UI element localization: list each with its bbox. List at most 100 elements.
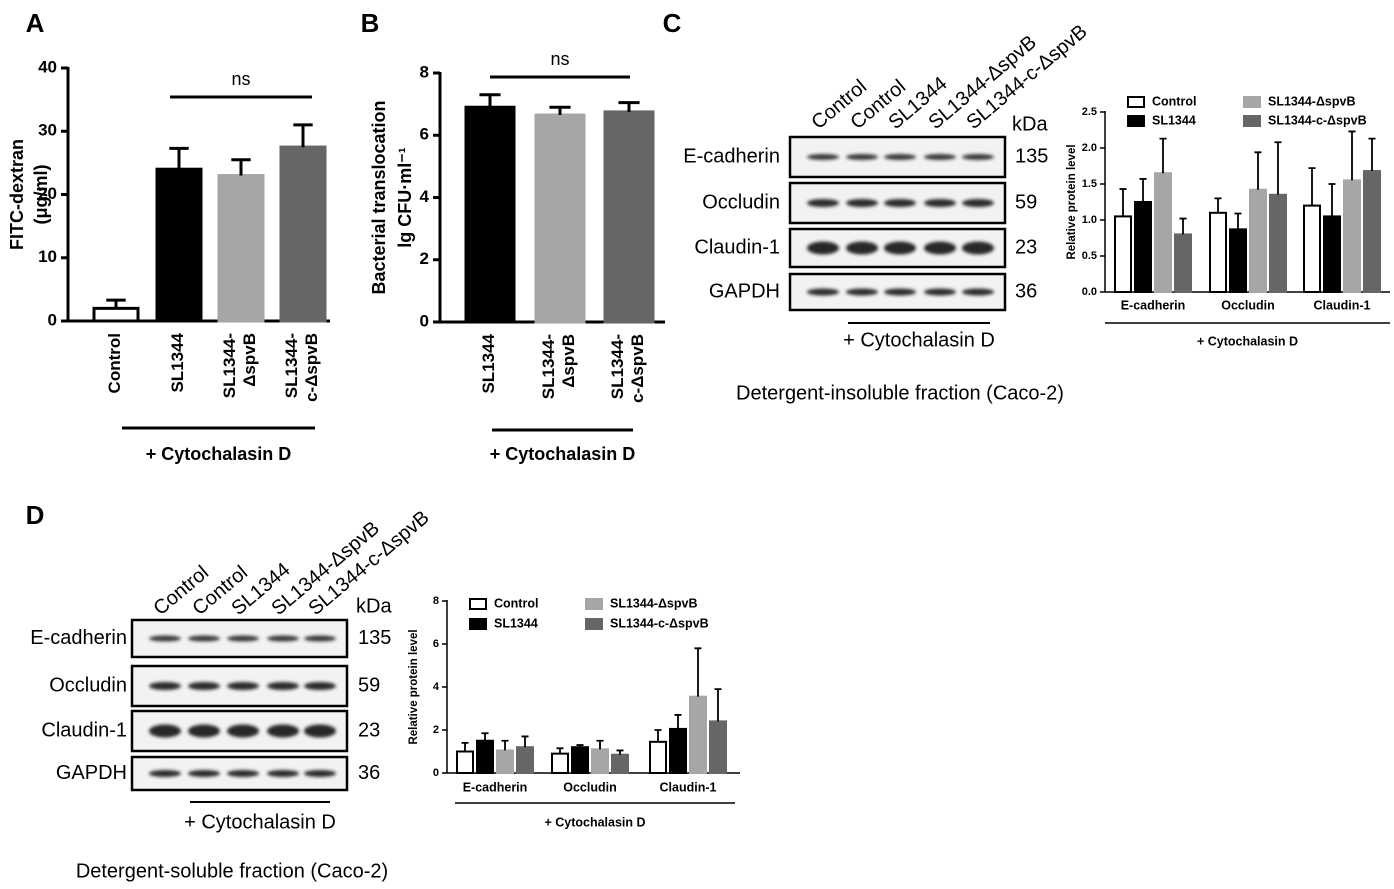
legend-label: SL1344-c-ΔspvB [1268,113,1367,127]
x-tick-label: Occludin [1221,298,1274,312]
blot-band [304,682,336,690]
blot-band [267,724,299,738]
blot-band [846,199,878,207]
error-bar [694,647,702,697]
y-tick-label: 2.5 [1082,106,1097,118]
error-bar [1368,137,1376,172]
bar [1134,201,1152,293]
blot-band [807,199,839,207]
x-tick-label: Occludin [563,780,616,794]
panel-label: C [663,8,682,38]
blot-band [227,770,259,777]
bar [1174,233,1192,293]
bar [217,174,265,323]
error-bar [501,739,509,751]
annotation: ns [231,69,250,89]
caption: Detergent-soluble fraction (Caco-2) [76,860,388,882]
unit-label: kDa [356,595,392,617]
legend-label: SL1344-ΔspvB [610,596,698,610]
band-kda: 36 [358,762,380,784]
band-kda: 59 [1015,191,1037,213]
bar [1269,193,1287,293]
y-axis-label: lg CFU·ml⁻¹ [395,147,415,248]
x-tick-label: Control [105,333,124,393]
bar [279,145,327,323]
blot-band [149,724,181,738]
band-label: Claudin-1 [694,236,780,258]
y-tick-label: 0 [433,767,439,779]
group-label: + Cytochalasin D [184,811,336,833]
error-bar [521,735,529,748]
error-bar [1348,130,1356,181]
blot-band [807,241,839,255]
y-tick-label: 6 [433,638,439,650]
bar [1363,170,1381,293]
band-kda: 23 [1015,236,1037,258]
error-bar [481,732,489,741]
y-axis-label: (μg/ml) [31,164,51,224]
y-tick-label: 8 [420,62,429,81]
legend-label: Control [1152,94,1196,108]
x-tick-label: E-cadherin [1121,298,1186,312]
y-tick-label: 4 [433,681,440,693]
y-tick-label: 4 [420,187,430,206]
error-bar [1234,212,1242,230]
error-bar [1274,141,1282,195]
bar [649,740,667,775]
legend-label: SL1344 [494,616,538,630]
y-tick-label: 30 [38,121,57,140]
bar [1229,228,1247,293]
panel-label: D [26,500,45,530]
y-axis-label: FITC-dextran [7,139,27,250]
blot-band [267,770,299,777]
error-bar [674,714,682,729]
band-kda: 36 [1015,280,1037,302]
legend-swatch [1127,115,1145,127]
unit-label: kDa [1012,113,1048,135]
bar [591,748,609,774]
error-bar [169,146,189,170]
y-tick-label: 0.5 [1082,250,1097,262]
band-label: Occludin [702,191,780,213]
bar [1114,215,1132,293]
band-kda: 135 [358,627,391,649]
blot-band [149,635,181,642]
error-bar [479,93,501,108]
band-kda: 135 [1015,145,1048,167]
bar [669,727,687,774]
error-bar [616,749,624,755]
band-kda: 23 [358,719,380,741]
bar [1323,215,1341,293]
group-label: + Cytochalasin D [544,815,645,829]
band-label: GAPDH [56,762,127,784]
y-tick-label: 0 [420,311,429,330]
blot-band [304,635,336,642]
legend-swatch [469,618,487,630]
x-tick-label: E-cadherin [463,780,528,794]
blot-band [924,288,956,296]
band-kda: 59 [358,674,380,696]
group-label: + Cytochalasin D [843,329,995,351]
bar [1249,188,1267,293]
error-bar [1308,167,1316,206]
error-bar [549,105,571,116]
error-bar [1254,151,1262,190]
bar [496,749,514,774]
bar [689,695,707,774]
x-tick-label: SL1344 [168,332,187,392]
blot-band [884,199,916,207]
y-tick-label: 0.0 [1082,286,1097,298]
x-tick-label: SL1344 [479,333,498,393]
blot-band [846,154,878,160]
error-bar [596,739,604,750]
y-tick-label: 20 [38,184,57,203]
y-tick-label: 1.0 [1082,214,1097,226]
legend-label: Control [494,596,538,610]
legend-swatch [1243,115,1261,127]
bar [1303,204,1321,294]
bar [603,110,655,324]
error-bar [576,744,584,748]
bar [516,746,534,775]
blot-band [188,635,220,642]
